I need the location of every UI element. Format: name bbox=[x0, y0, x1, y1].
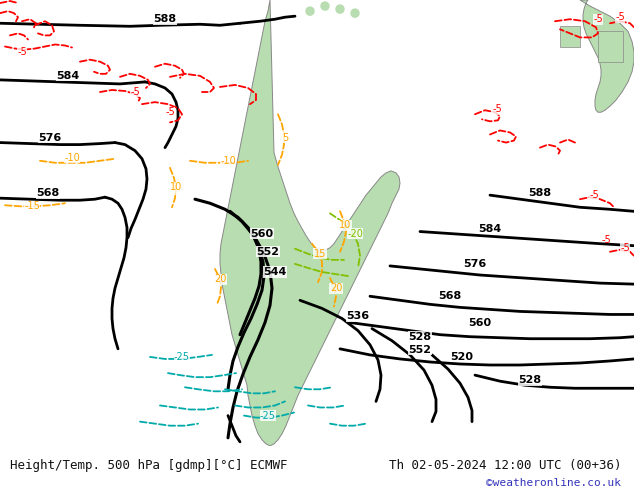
Text: 568: 568 bbox=[36, 188, 60, 198]
Text: 552: 552 bbox=[257, 247, 280, 257]
Text: -5: -5 bbox=[620, 243, 630, 253]
Text: -5: -5 bbox=[601, 235, 611, 245]
Text: 520: 520 bbox=[451, 352, 474, 362]
Text: Height/Temp. 500 hPa [gdmp][°C] ECMWF: Height/Temp. 500 hPa [gdmp][°C] ECMWF bbox=[10, 459, 287, 472]
Text: 528: 528 bbox=[408, 332, 432, 342]
Text: 584: 584 bbox=[56, 71, 80, 81]
Text: -20: -20 bbox=[347, 228, 363, 239]
Text: -5: -5 bbox=[130, 87, 140, 97]
Text: 10: 10 bbox=[339, 220, 351, 230]
Text: 5: 5 bbox=[282, 132, 288, 143]
Text: 528: 528 bbox=[519, 375, 541, 385]
Text: -5: -5 bbox=[589, 190, 599, 200]
Circle shape bbox=[336, 5, 344, 13]
Text: 576: 576 bbox=[463, 259, 487, 269]
Text: -15: -15 bbox=[24, 201, 40, 211]
Polygon shape bbox=[560, 26, 580, 47]
Text: 552: 552 bbox=[408, 345, 432, 355]
Text: -5: -5 bbox=[615, 12, 625, 22]
Text: 10: 10 bbox=[170, 182, 182, 192]
Polygon shape bbox=[598, 31, 623, 62]
Text: -5: -5 bbox=[593, 14, 603, 24]
Text: -25: -25 bbox=[260, 411, 276, 420]
Polygon shape bbox=[580, 0, 634, 112]
Text: 588: 588 bbox=[153, 14, 176, 24]
Text: 576: 576 bbox=[39, 132, 61, 143]
Text: Th 02-05-2024 12:00 UTC (00+36): Th 02-05-2024 12:00 UTC (00+36) bbox=[389, 459, 621, 472]
Text: -10: -10 bbox=[64, 153, 80, 163]
Text: 568: 568 bbox=[438, 291, 462, 301]
Text: 20: 20 bbox=[330, 283, 342, 293]
Text: ©weatheronline.co.uk: ©weatheronline.co.uk bbox=[486, 478, 621, 488]
Circle shape bbox=[351, 9, 359, 17]
Polygon shape bbox=[220, 0, 400, 446]
Text: 536: 536 bbox=[346, 312, 370, 321]
Text: -5: -5 bbox=[165, 107, 175, 117]
Text: 560: 560 bbox=[469, 318, 491, 327]
Text: 20: 20 bbox=[214, 274, 226, 284]
Text: 15: 15 bbox=[314, 249, 326, 259]
Text: 544: 544 bbox=[263, 267, 287, 277]
Text: -5: -5 bbox=[17, 47, 27, 56]
Circle shape bbox=[306, 7, 314, 15]
Text: 560: 560 bbox=[250, 228, 273, 239]
Text: -5: -5 bbox=[492, 104, 502, 114]
Text: -10: -10 bbox=[220, 156, 236, 166]
Text: 584: 584 bbox=[479, 223, 501, 234]
Text: 588: 588 bbox=[528, 188, 552, 198]
Text: -25: -25 bbox=[174, 352, 190, 362]
Circle shape bbox=[321, 2, 329, 10]
